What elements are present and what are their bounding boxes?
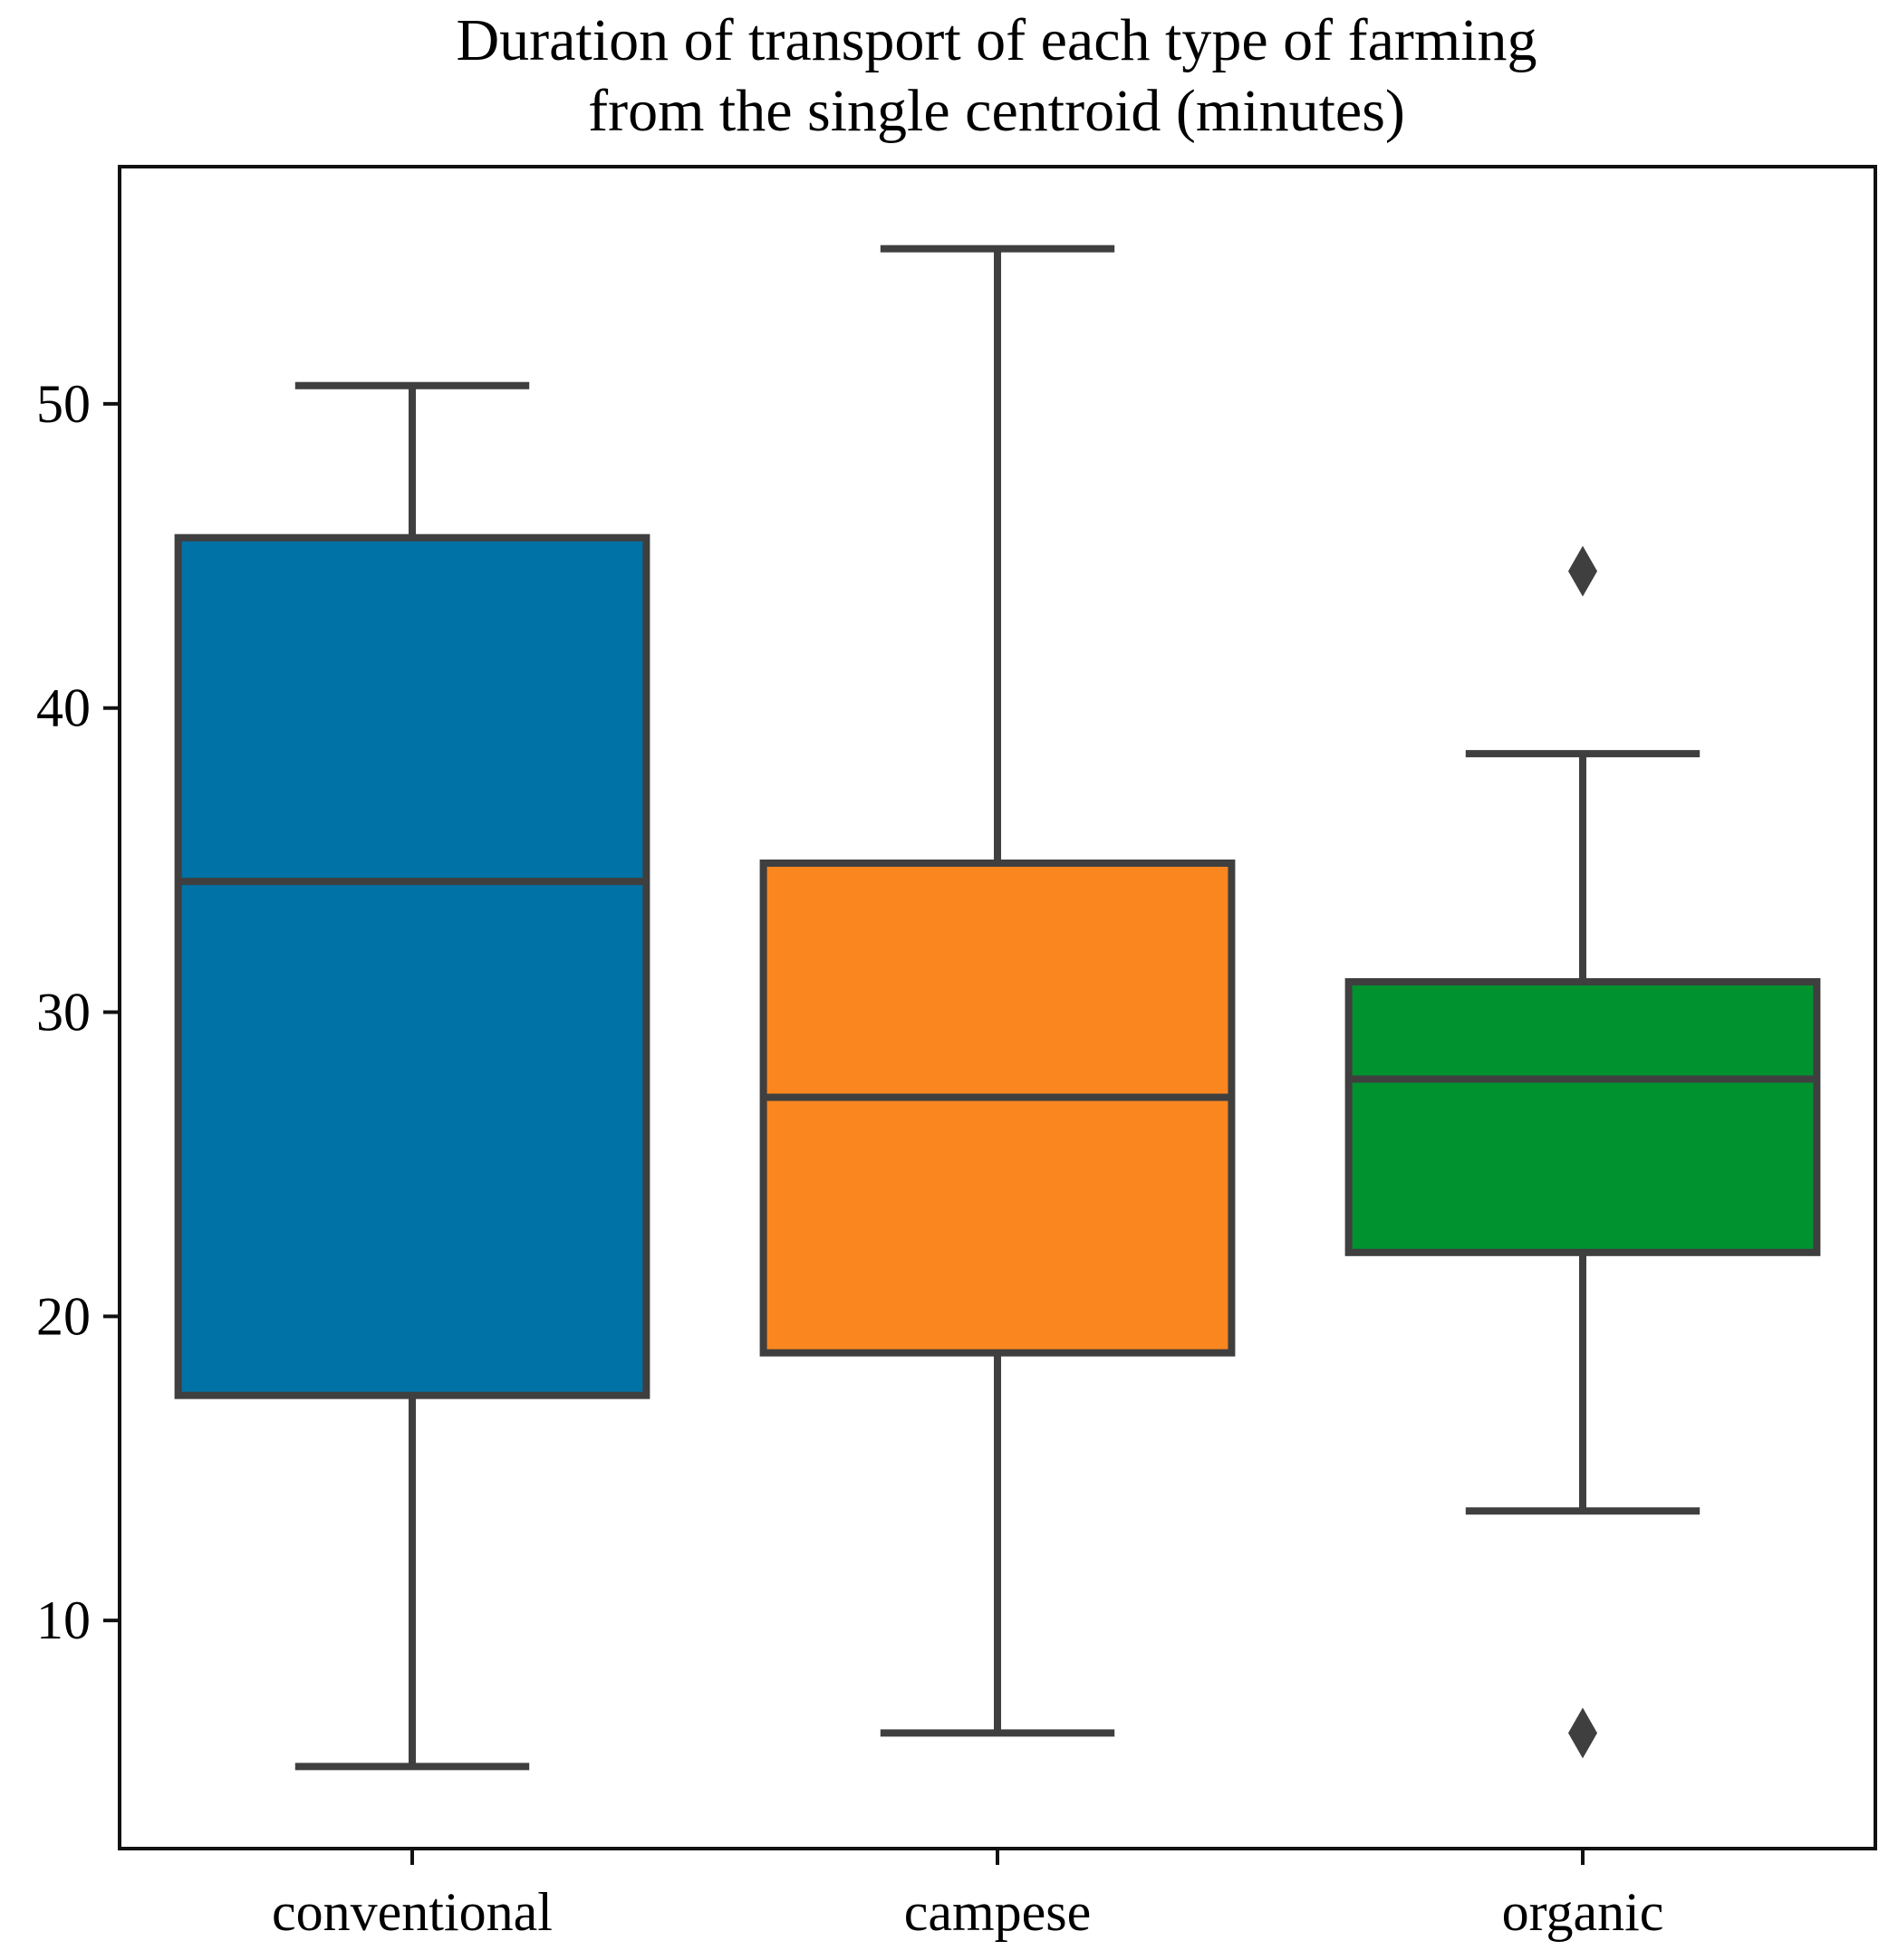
x-axis: conventional campese organic [272, 1849, 1663, 1942]
box-group-organic [1344, 545, 1821, 1759]
y-tick-label-40: 40 [36, 678, 91, 738]
x-tick-label-campese: campese [904, 1882, 1092, 1942]
plot-area [174, 245, 1821, 1771]
chart-title: Duration of transport of each type of fa… [456, 7, 1537, 144]
y-tick-label-50: 50 [36, 374, 91, 434]
chart-title-line-2: from the single centroid (minutes) [588, 78, 1405, 144]
x-tick-label-conventional: conventional [272, 1882, 553, 1942]
y-axis: 10 20 30 40 50 [36, 374, 120, 1650]
box-conventional [174, 533, 650, 1399]
box-organic [1344, 977, 1821, 1256]
y-tick-label-30: 30 [36, 983, 91, 1042]
box-group-campese [759, 245, 1236, 1737]
outlier-organic-0 [1568, 545, 1597, 597]
chart-title-line-1: Duration of transport of each type of fa… [456, 7, 1537, 73]
x-tick-label-organic: organic [1502, 1882, 1664, 1942]
box-campese [759, 859, 1236, 1357]
y-tick-label-10: 10 [36, 1590, 91, 1650]
outlier-organic-1 [1568, 1707, 1597, 1759]
box-group-conventional [174, 381, 650, 1771]
y-tick-label-20: 20 [36, 1286, 91, 1346]
